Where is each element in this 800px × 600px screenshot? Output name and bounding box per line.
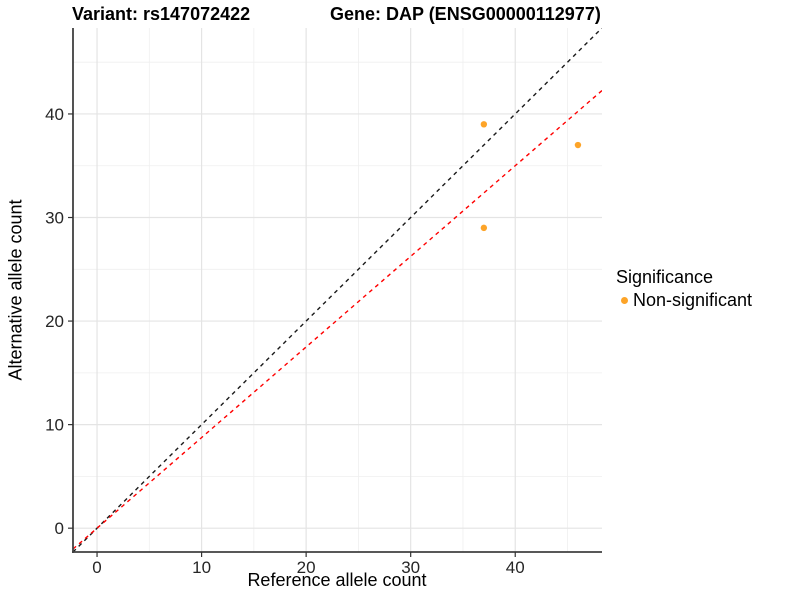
y-tick-label: 0 <box>55 519 64 538</box>
y-tick-label: 30 <box>45 209 64 228</box>
gene-title: Gene: DAP (ENSG00000112977) <box>330 4 601 24</box>
x-tick-label: 30 <box>401 558 420 577</box>
x-tick-label: 40 <box>506 558 525 577</box>
data-point <box>480 224 488 232</box>
data-point <box>574 141 582 149</box>
legend-point-icon <box>621 297 628 304</box>
y-tick-label: 10 <box>45 416 64 435</box>
legend-item-non-significant: Non-significant <box>616 290 752 311</box>
data-point <box>480 121 488 128</box>
x-tick-label: 0 <box>92 558 101 577</box>
x-tick-label: 20 <box>297 558 316 577</box>
panel-background <box>73 28 602 552</box>
x-tick-label: 10 <box>192 558 211 577</box>
variant-title: Variant: rs147072422 <box>72 4 251 24</box>
y-tick-label: 40 <box>45 105 64 124</box>
x-axis-title: Reference allele count <box>247 570 427 590</box>
legend: Significance Non-significant <box>616 267 752 311</box>
legend-title: Significance <box>616 267 714 287</box>
y-axis-title: Alternative allele count <box>5 199 26 381</box>
legend-item-label: Non-significant <box>633 290 753 310</box>
y-tick-label: 20 <box>45 312 64 331</box>
